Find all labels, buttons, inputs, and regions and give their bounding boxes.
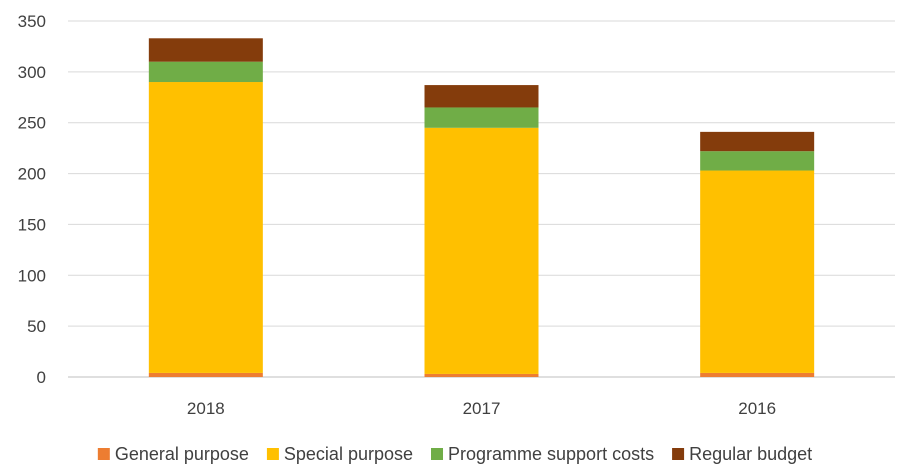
- bar-segment: [148, 82, 263, 373]
- legend-swatch: [431, 448, 444, 460]
- bar-segment: [148, 372, 263, 377]
- bar-segment: [700, 151, 815, 171]
- bar-segment: [424, 127, 539, 374]
- y-tick-label: 300: [18, 63, 46, 82]
- y-axis-ticks: 0 50 100 150 200 250 300 350: [18, 12, 46, 387]
- y-tick-label: 50: [27, 317, 46, 336]
- bar-segment: [424, 373, 539, 377]
- x-tick-label: 2016: [738, 399, 776, 418]
- bar-segment: [148, 38, 263, 62]
- legend-item: General purpose: [97, 444, 249, 464]
- legend-swatch: [266, 448, 279, 460]
- legend-item: Special purpose: [266, 444, 413, 464]
- bar-segment: [700, 372, 815, 377]
- x-tick-label: 2017: [463, 399, 501, 418]
- legend-swatch: [97, 448, 110, 460]
- bar-segment: [424, 107, 539, 128]
- legend-item: Regular budget: [672, 444, 812, 464]
- bar-segment: [700, 131, 815, 152]
- x-axis-ticks: 2018 2017 2016: [187, 399, 776, 418]
- y-tick-label: 200: [18, 165, 46, 184]
- bar-segment: [148, 61, 263, 83]
- legend-label: Special purpose: [284, 444, 413, 464]
- legend: General purpose Special purpose Programme …: [97, 444, 812, 464]
- legend-label: Regular budget: [689, 444, 812, 464]
- legend-item: Programme support costs: [431, 444, 654, 464]
- legend-label: Programme support costs: [448, 444, 654, 464]
- y-tick-label: 350: [18, 12, 46, 31]
- bar-segment: [700, 170, 815, 373]
- legend-label: General purpose: [115, 444, 249, 464]
- x-tick-label: 2018: [187, 399, 225, 418]
- legend-swatch: [672, 448, 685, 460]
- y-tick-label: 0: [37, 368, 46, 387]
- bars: [148, 38, 815, 377]
- y-tick-label: 150: [18, 215, 46, 234]
- bar-segment: [424, 85, 539, 108]
- y-tick-label: 250: [18, 114, 46, 133]
- y-tick-label: 100: [18, 266, 46, 285]
